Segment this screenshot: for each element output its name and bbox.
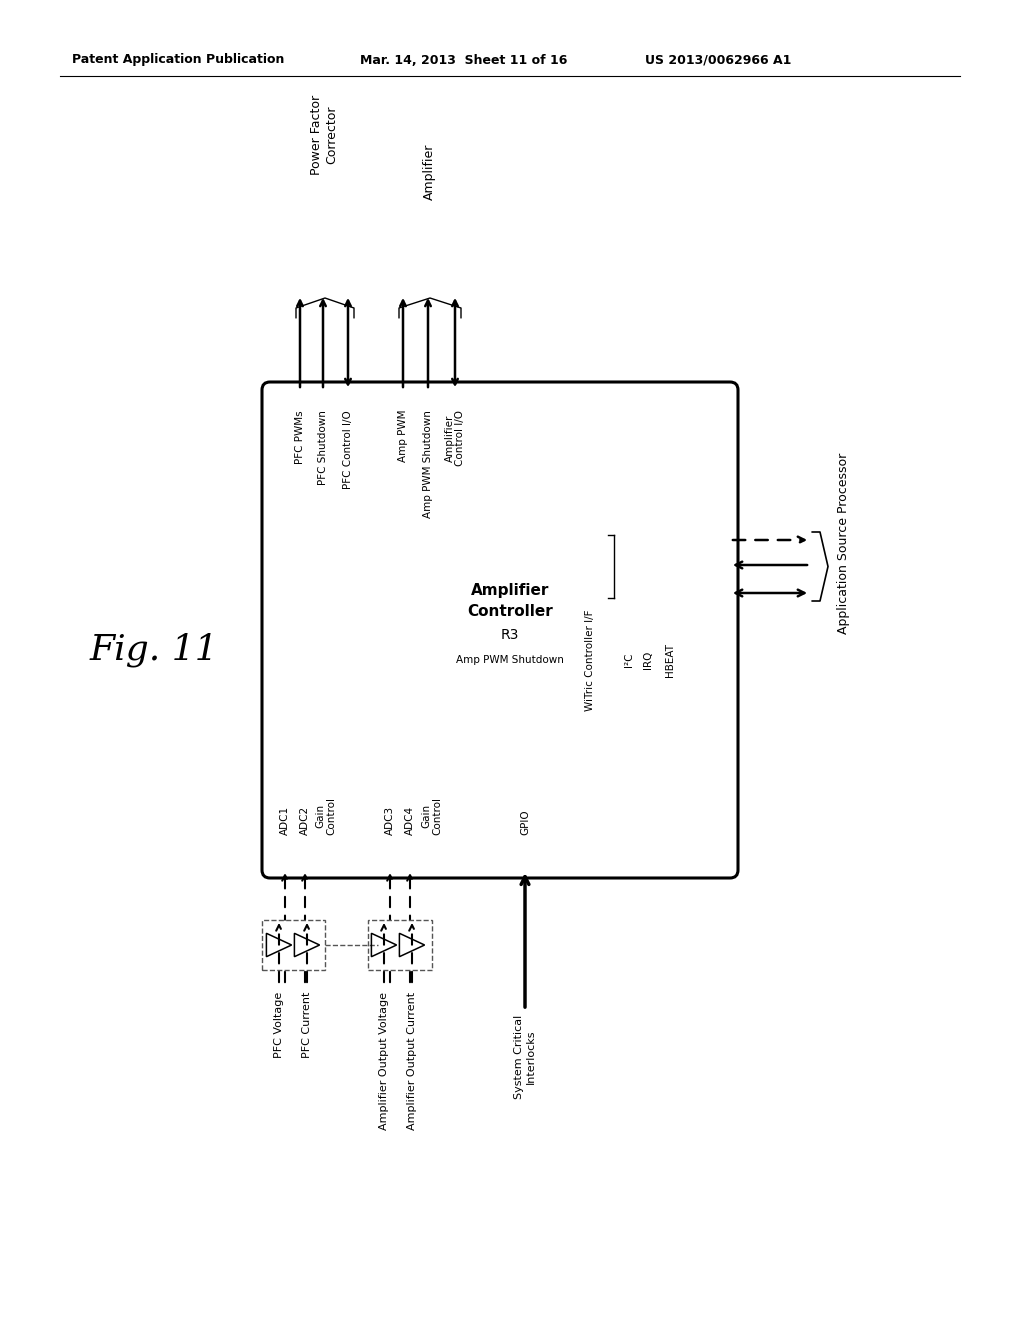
Bar — [262, 920, 325, 970]
Text: Mar. 14, 2013  Sheet 11 of 16: Mar. 14, 2013 Sheet 11 of 16 — [360, 54, 567, 66]
Text: System Critical
Interlocks: System Critical Interlocks — [514, 1015, 536, 1100]
Text: Power Factor
Corrector: Power Factor Corrector — [310, 95, 338, 176]
Text: ADC4: ADC4 — [406, 807, 415, 836]
Bar — [368, 920, 432, 970]
Text: PFC Control I/O: PFC Control I/O — [343, 411, 353, 488]
Text: Controller: Controller — [467, 605, 553, 619]
Text: Fig. 11: Fig. 11 — [90, 632, 219, 667]
Text: Amplifier
Control I/O: Amplifier Control I/O — [444, 411, 465, 466]
Text: HBEAT: HBEAT — [665, 643, 675, 677]
Text: PFC Shutdown: PFC Shutdown — [318, 411, 328, 484]
Text: I²C: I²C — [624, 653, 634, 667]
Text: IRQ: IRQ — [643, 651, 653, 669]
Text: GPIO: GPIO — [520, 809, 530, 836]
Text: Amp PWM: Amp PWM — [398, 411, 408, 462]
Text: ADC1: ADC1 — [280, 807, 290, 836]
Text: Application Source Processor: Application Source Processor — [838, 453, 851, 634]
Text: Amp PWM Shutdown: Amp PWM Shutdown — [456, 655, 564, 665]
Text: ADC2: ADC2 — [300, 807, 310, 836]
Text: Gain
Control: Gain Control — [315, 797, 337, 836]
FancyBboxPatch shape — [262, 381, 738, 878]
Text: ADC3: ADC3 — [385, 807, 395, 836]
Text: PFC Current: PFC Current — [302, 993, 312, 1059]
Text: Gain
Control: Gain Control — [422, 797, 442, 836]
Text: Amp PWM Shutdown: Amp PWM Shutdown — [423, 411, 433, 517]
Text: Amplifier: Amplifier — [471, 582, 549, 598]
Text: R3: R3 — [501, 628, 519, 642]
Text: US 2013/0062966 A1: US 2013/0062966 A1 — [645, 54, 792, 66]
Text: Amplifier Output Current: Amplifier Output Current — [407, 993, 417, 1130]
Text: PFC PWMs: PFC PWMs — [295, 411, 305, 463]
Text: Amplifier: Amplifier — [423, 144, 435, 201]
Text: WiTric Controller I/F: WiTric Controller I/F — [585, 610, 595, 710]
Text: Patent Application Publication: Patent Application Publication — [72, 54, 285, 66]
Text: Amplifier Output Voltage: Amplifier Output Voltage — [379, 993, 389, 1130]
Text: PFC Voltage: PFC Voltage — [274, 993, 284, 1059]
